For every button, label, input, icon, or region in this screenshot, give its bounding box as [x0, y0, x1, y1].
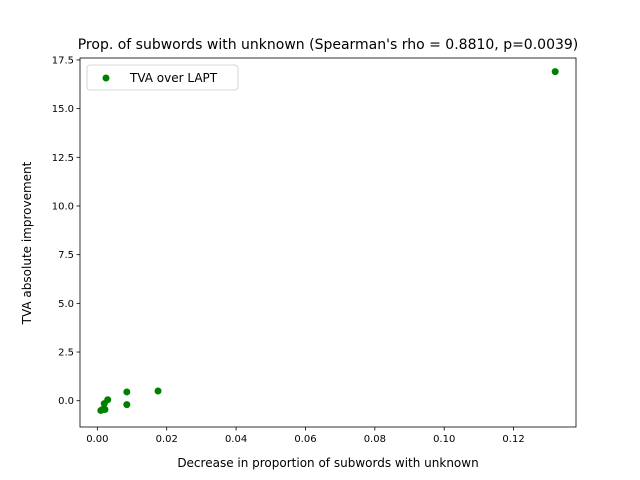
data-point	[123, 401, 131, 409]
axes-frame	[79, 57, 577, 428]
legend-label: TVA over LAPT	[129, 71, 218, 85]
data-point	[551, 68, 559, 76]
y-tick-label: 7.5	[58, 250, 74, 261]
x-tick-label: 0.02	[156, 434, 178, 445]
data-point	[123, 388, 131, 396]
legend-box	[86, 64, 239, 91]
y-tick-label: 10.0	[52, 201, 74, 212]
x-axis-label: Decrease in proportion of subwords with …	[177, 456, 478, 470]
legend-marker	[102, 74, 110, 82]
plot-area	[97, 68, 559, 414]
axes: 0.00 0.02 0.04 0.06 0.08 0.10 0.12 0.0 2.5 5.0 7.5…	[52, 55, 577, 445]
x-tick-label: 0.08	[364, 434, 386, 445]
y-tick-label: 12.5	[52, 153, 74, 164]
x-tick-label: 0.00	[86, 434, 108, 445]
data-point	[154, 387, 162, 395]
x-tick-label: 0.06	[294, 434, 316, 445]
chart-title: Prop. of subwords with unknown (Spearman…	[78, 37, 579, 53]
data-point	[101, 405, 109, 413]
y-tick-label: 5.0	[58, 299, 74, 310]
y-tick-label: 0.0	[58, 396, 74, 407]
y-tick-label: 17.5	[52, 55, 74, 66]
x-tick-label: 0.10	[433, 434, 455, 445]
x-tick-label: 0.12	[502, 434, 524, 445]
y-tick-label: 15.0	[52, 104, 74, 115]
data-point	[104, 396, 112, 404]
legend: TVA over LAPT	[86, 64, 239, 91]
y-axis-label: TVA absolute improvement	[20, 161, 34, 325]
x-tick-label: 0.04	[225, 434, 247, 445]
y-tick-label: 2.5	[58, 348, 74, 359]
